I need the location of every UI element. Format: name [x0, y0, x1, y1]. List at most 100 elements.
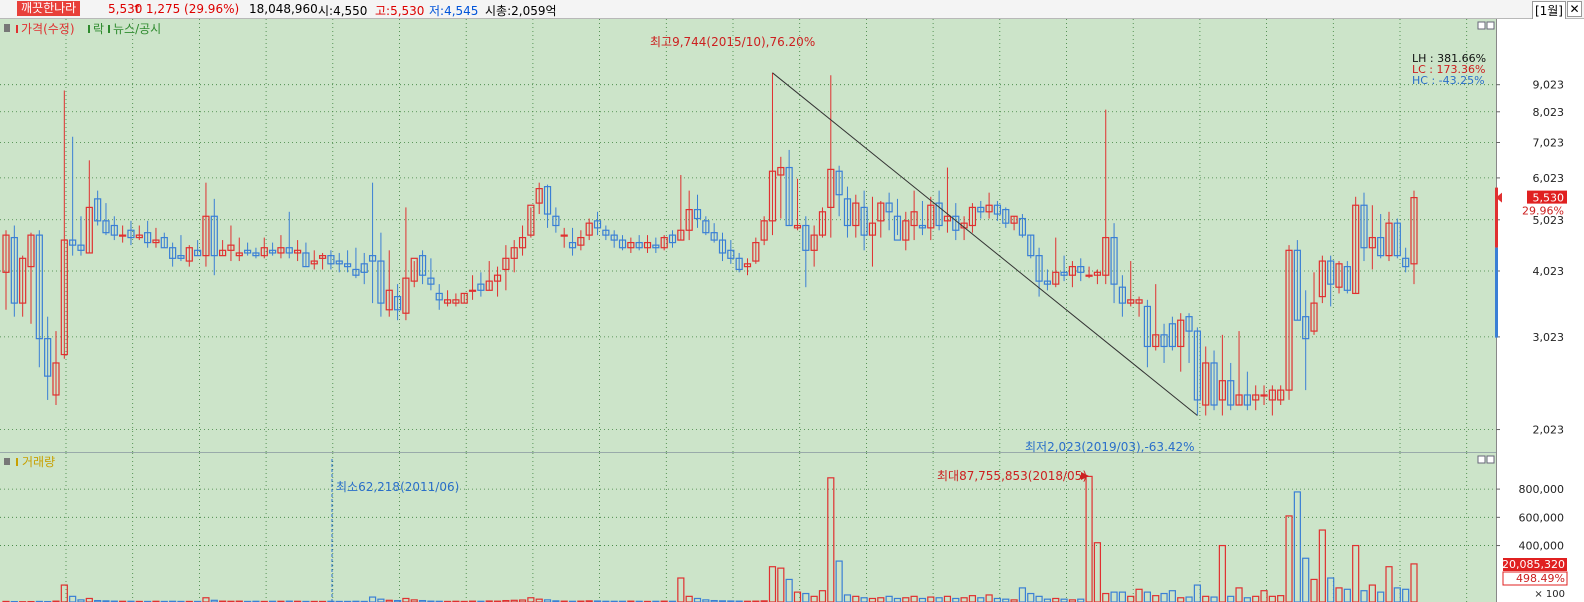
candle — [1235, 331, 1243, 406]
volume-bar — [1310, 578, 1318, 602]
volume-bar — [827, 477, 835, 602]
candle — [1385, 211, 1393, 262]
candle — [977, 200, 985, 219]
candle — [1360, 192, 1368, 262]
volume-bar — [893, 597, 902, 602]
volume-bar — [777, 567, 785, 602]
stock-chart[interactable]: 9,023 8,023 7,023 6,023 5,023 4,023 3,023 2,023… — [0, 19, 1584, 602]
candle — [860, 190, 868, 251]
candle-body — [69, 239, 77, 246]
candle-body — [977, 206, 985, 213]
candle — [260, 237, 268, 259]
candle — [152, 227, 160, 248]
candle-body — [1243, 394, 1251, 406]
candle — [652, 237, 660, 253]
volume-bar — [785, 578, 793, 602]
candle — [310, 250, 318, 270]
candle-body — [527, 204, 535, 236]
volume-bar — [693, 597, 702, 602]
candle — [393, 284, 402, 321]
volume-bar — [1152, 595, 1160, 602]
candle-body — [835, 170, 843, 196]
candle-body — [968, 206, 977, 227]
candle — [1343, 261, 1351, 294]
legend-marker — [88, 25, 90, 33]
candle — [244, 242, 252, 256]
candle-body — [810, 234, 818, 251]
candle — [543, 184, 552, 228]
candle-body — [1002, 208, 1010, 224]
max-volume-arrow-icon — [1081, 472, 1089, 480]
candle — [818, 207, 827, 238]
candle-body — [860, 206, 868, 236]
volume-bar — [1018, 587, 1027, 602]
stock-name-badge[interactable]: 깨끗한나라 — [17, 1, 81, 16]
candle-body — [152, 239, 160, 244]
candle-body — [1352, 204, 1360, 295]
candle-body — [1168, 323, 1176, 348]
candle-body — [693, 208, 702, 220]
candle-body — [343, 263, 352, 268]
candle-body — [735, 257, 743, 271]
candle-body — [1052, 271, 1060, 285]
candle-body — [818, 211, 827, 236]
range-bar-down — [1495, 247, 1498, 338]
stat-line: LC : 173.36% — [1412, 63, 1485, 76]
candle-body — [1318, 260, 1326, 298]
candle-body — [993, 204, 1002, 215]
candle — [777, 156, 785, 219]
candle-body — [902, 220, 910, 241]
candle-body — [1202, 362, 1210, 406]
candle-body — [918, 224, 927, 229]
candle — [335, 252, 343, 273]
candle — [443, 290, 452, 307]
candle-body — [1310, 302, 1318, 332]
candle — [693, 194, 702, 228]
candle — [1093, 269, 1102, 285]
candle-body — [1177, 319, 1185, 348]
candle-body — [1235, 394, 1243, 406]
range-bar-up — [1495, 187, 1498, 248]
candle — [202, 182, 210, 267]
candle-body — [85, 206, 93, 254]
volume-bar — [1302, 557, 1310, 602]
candle — [943, 167, 952, 233]
candle-body — [1110, 236, 1118, 285]
period-selector-button[interactable]: [1월] — [1531, 1, 1566, 20]
close-icon[interactable]: ✕ — [1567, 1, 1582, 17]
quote-header: 깨끗한나라 5,530 ↑ 1,275 (29.96%) 18,048,960 … — [0, 0, 1584, 20]
price-panel[interactable] — [0, 19, 1584, 453]
candle — [877, 200, 885, 238]
volume-legend-square-icon — [4, 458, 10, 465]
candle-body — [385, 289, 393, 311]
candle — [352, 247, 360, 279]
candle — [810, 225, 818, 267]
candle — [660, 235, 668, 251]
candle-body — [35, 234, 43, 340]
volume-bar — [410, 599, 418, 602]
volume-panel[interactable] — [0, 453, 1496, 602]
candle-body — [293, 249, 302, 254]
candle-body — [1068, 266, 1077, 276]
candle — [610, 230, 618, 248]
candle — [135, 225, 143, 241]
volume-bar — [1335, 587, 1343, 602]
volume-bar — [1068, 599, 1077, 602]
high-low-trendline — [772, 72, 1198, 416]
candle — [1227, 362, 1235, 411]
candle — [1102, 109, 1110, 285]
high-annotation: 최고9,744(2015/10),76.20% — [650, 35, 815, 49]
candle-body — [593, 220, 602, 229]
candle-body — [943, 215, 952, 222]
candle — [177, 235, 185, 262]
high-price: 고:5,530 — [375, 4, 425, 18]
candle-body — [135, 234, 143, 239]
volume-bar — [1260, 590, 1268, 602]
candle — [718, 232, 727, 262]
candle — [752, 237, 760, 264]
candle — [1202, 346, 1210, 416]
volume-bar — [985, 594, 993, 602]
candle — [927, 196, 935, 241]
candle — [710, 223, 718, 243]
volume-bar — [1277, 595, 1285, 602]
